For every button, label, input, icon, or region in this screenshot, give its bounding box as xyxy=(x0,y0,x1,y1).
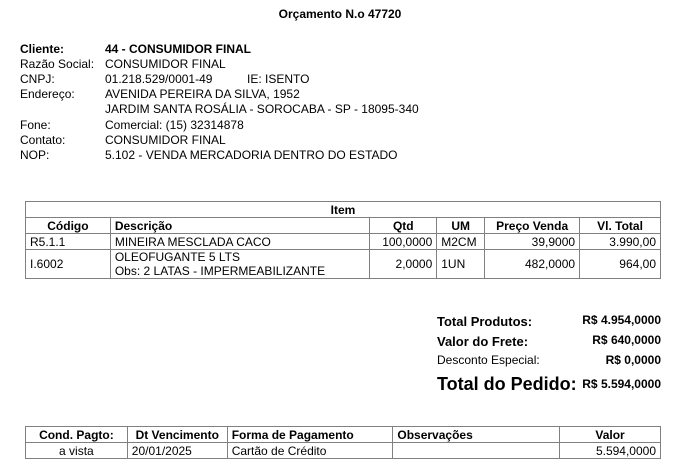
cell-codigo: I.6002 xyxy=(25,249,111,279)
contato-label: Contato: xyxy=(20,133,66,147)
cell-cond: a vista xyxy=(25,442,128,459)
contato-value: CONSUMIDOR FINAL xyxy=(105,133,226,147)
endereco-line2: JARDIM SANTA ROSÁLIA - SOROCABA - SP - 1… xyxy=(105,102,419,116)
table-row: a vista 20/01/2025 Cartão de Crédito 5.5… xyxy=(25,442,661,459)
desconto-value: R$ 0,0000 xyxy=(605,353,661,367)
payment-table: Cond. Pagto: Dt Vencimento Forma de Paga… xyxy=(25,426,661,459)
ie-value: IE: ISENTO xyxy=(247,72,310,86)
cell-um: 1UN xyxy=(436,249,486,279)
col-um: UM xyxy=(436,217,486,234)
total-pedido-value: R$ 5.594,0000 xyxy=(582,377,661,391)
col-vencimento: Dt Vencimento xyxy=(126,426,228,443)
total-produtos-label: Total Produtos: xyxy=(437,314,533,329)
cell-descricao: MINEIRA MESCLADA CACO xyxy=(109,233,371,250)
col-cond-pagto: Cond. Pagto: xyxy=(25,426,128,443)
endereco-label: Endereço: xyxy=(20,87,75,101)
total-produtos-value: R$ 4.954,0000 xyxy=(582,313,661,327)
cell-codigo: R5.1.1 xyxy=(25,233,111,250)
table-row: R5.1.1 MINEIRA MESCLADA CACO 100,0000 M2… xyxy=(25,233,661,250)
cell-forma: Cartão de Crédito xyxy=(226,442,394,459)
cell-preco: 39,9000 xyxy=(484,233,581,250)
razao-label: Razão Social: xyxy=(20,57,95,71)
col-valor: Valor xyxy=(559,426,661,443)
table-row: I.6002 OLEOFUGANTE 5 LTS Obs: 2 LATAS - I… xyxy=(25,249,661,279)
cell-preco: 482,0000 xyxy=(484,249,581,279)
items-table: Item Código Descrição Qtd UM Preço Venda… xyxy=(25,201,661,279)
cell-descricao: OLEOFUGANTE 5 LTS Obs: 2 LATAS - IMPERMEA… xyxy=(109,249,371,279)
col-codigo: Código xyxy=(25,217,111,234)
col-preco: Preço Venda xyxy=(484,217,581,234)
desconto-label: Desconto Especial: xyxy=(437,353,540,367)
cell-qtd: 100,0000 xyxy=(369,233,438,250)
items-caption: Item xyxy=(25,201,661,218)
item-description: OLEOFUGANTE 5 LTS xyxy=(114,250,240,264)
cell-valor: 5.594,0000 xyxy=(559,442,661,459)
cell-total: 3.990,00 xyxy=(579,233,661,250)
frete-value: R$ 640,0000 xyxy=(592,333,661,347)
nop-value: 5.102 - VENDA MERCADORIA DENTRO DO ESTAD… xyxy=(105,148,398,162)
cliente-label: Cliente: xyxy=(20,42,65,56)
col-descricao: Descrição xyxy=(109,217,371,234)
cell-vencimento: 20/01/2025 xyxy=(126,442,228,459)
col-observacoes: Observações xyxy=(392,426,561,443)
col-qtd: Qtd xyxy=(369,217,438,234)
cell-um: M2CM xyxy=(436,233,486,250)
cell-qtd: 2,0000 xyxy=(369,249,438,279)
col-total: Vl. Total xyxy=(579,217,661,234)
page-title: Orçamento N.o 47720 xyxy=(278,7,402,21)
cnpj-label: CNPJ: xyxy=(20,72,55,86)
nop-label: NOP: xyxy=(20,148,50,162)
endereco-line1: AVENIDA PEREIRA DA SILVA, 1952 xyxy=(105,87,300,101)
fone-label: Fone: xyxy=(20,118,51,132)
cnpj-value: 01.218.529/0001-49 xyxy=(105,72,213,86)
item-obs: Obs: 2 LATAS - IMPERMEABILIZANTE xyxy=(114,264,326,278)
cliente-value: 44 - CONSUMIDOR FINAL xyxy=(105,42,252,56)
col-forma-pagamento: Forma de Pagamento xyxy=(226,426,394,443)
razao-value: CONSUMIDOR FINAL xyxy=(105,57,226,71)
total-pedido-label: Total do Pedido: xyxy=(437,374,577,394)
frete-label: Valor do Frete: xyxy=(437,334,529,349)
fone-value: Comercial: (15) 32314878 xyxy=(105,118,244,132)
cell-total: 964,00 xyxy=(579,249,661,279)
cell-obs xyxy=(392,442,561,459)
